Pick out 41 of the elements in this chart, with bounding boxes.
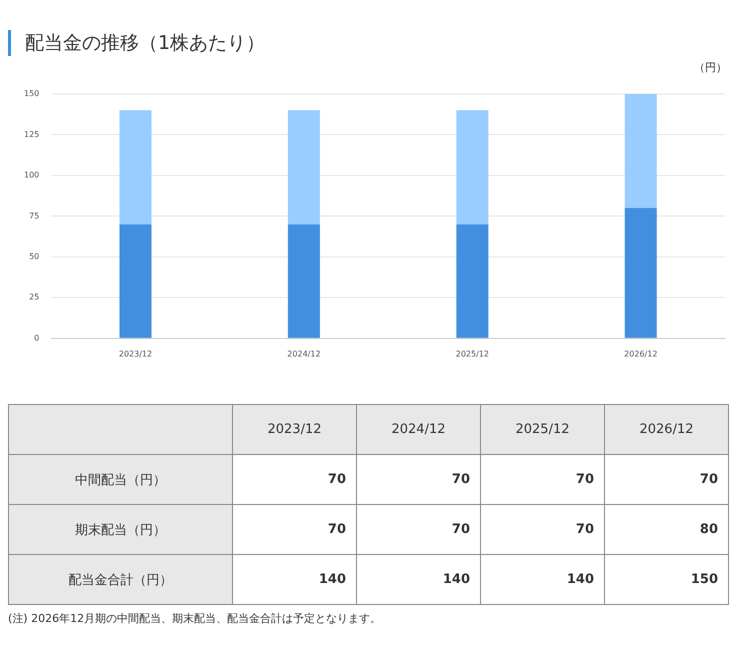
x-tick-label: 2024/12 (287, 349, 321, 358)
data-label: 140 (480, 554, 604, 604)
bar (456, 224, 488, 338)
y-tick-label: 期末配当（円） (8, 504, 232, 554)
bar (288, 110, 320, 224)
y-axis-title: （円） (694, 60, 727, 75)
bar (624, 208, 657, 338)
x-tick-label: 2025/12 (456, 349, 489, 358)
y-tick-label: 25 (29, 292, 40, 302)
data-label: 150 (604, 554, 728, 604)
text: (注) 2026年12月期の中間配当、期末配当、配当金合計は予定となります。 (8, 611, 382, 626)
y-tick-label: 0 (34, 333, 40, 342)
y-tick-label: 配当金合計（円） (8, 554, 232, 604)
data-label: 140 (232, 554, 356, 604)
bar (288, 224, 320, 338)
x-tick-label: 2026/12 (604, 404, 728, 454)
x-tick-label: 2023/12 (118, 349, 152, 358)
bar (119, 110, 152, 224)
y-tick-label: 75 (29, 211, 40, 220)
data-label: 70 (232, 504, 356, 554)
data-label: 70 (604, 454, 728, 504)
y-tick-label: 125 (24, 130, 40, 139)
bar (119, 224, 152, 338)
data-label: 70 (356, 504, 480, 554)
data-label: 70 (480, 504, 604, 554)
y-tick-label: 100 (24, 170, 40, 180)
bar (456, 110, 488, 224)
data-label: 140 (356, 554, 480, 604)
x-tick-label: 2026/12 (624, 349, 658, 358)
bar (624, 94, 657, 208)
data-label: 70 (232, 454, 356, 504)
y-tick-label: 中間配当（円） (8, 454, 232, 504)
x-tick-label: 2023/12 (232, 404, 356, 454)
data-label: 70 (480, 454, 604, 504)
y-tick-label: 150 (24, 89, 40, 98)
chart-title: 配当金の推移（1株あたり） (8, 30, 266, 56)
x-tick-label: 2025/12 (480, 404, 604, 454)
x-tick-label: 2024/12 (356, 404, 480, 454)
y-tick-label: 50 (29, 252, 40, 262)
data-label: 80 (604, 504, 728, 554)
data-label: 70 (356, 454, 480, 504)
